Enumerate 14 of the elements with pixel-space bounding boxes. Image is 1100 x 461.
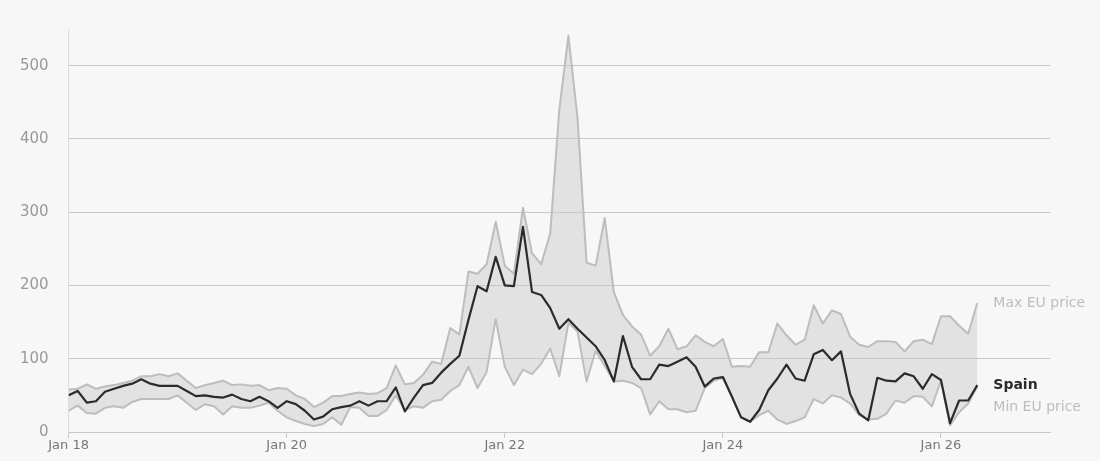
x-tick-label: Jan 18 — [47, 437, 89, 453]
y-tick-label: 400 — [19, 128, 49, 147]
series-label: Spain — [993, 375, 1038, 392]
x-tick-label: Jan 22 — [483, 437, 526, 453]
y-tick-label: 500 — [19, 55, 49, 74]
series-label: Max EU price — [993, 293, 1086, 310]
x-tick-label: Jan 20 — [265, 437, 308, 453]
y-tick-label: 100 — [19, 348, 49, 367]
y-tick-label: 0 — [39, 421, 49, 440]
y-tick-label: 200 — [19, 275, 49, 294]
y-tick-label: 300 — [19, 202, 49, 221]
x-tick-label: Jan 26 — [919, 437, 962, 453]
series-label: Min EU price — [993, 397, 1081, 414]
x-tick-label: Jan 24 — [701, 437, 744, 453]
